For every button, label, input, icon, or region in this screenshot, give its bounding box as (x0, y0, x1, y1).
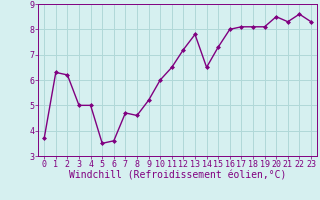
X-axis label: Windchill (Refroidissement éolien,°C): Windchill (Refroidissement éolien,°C) (69, 171, 286, 181)
